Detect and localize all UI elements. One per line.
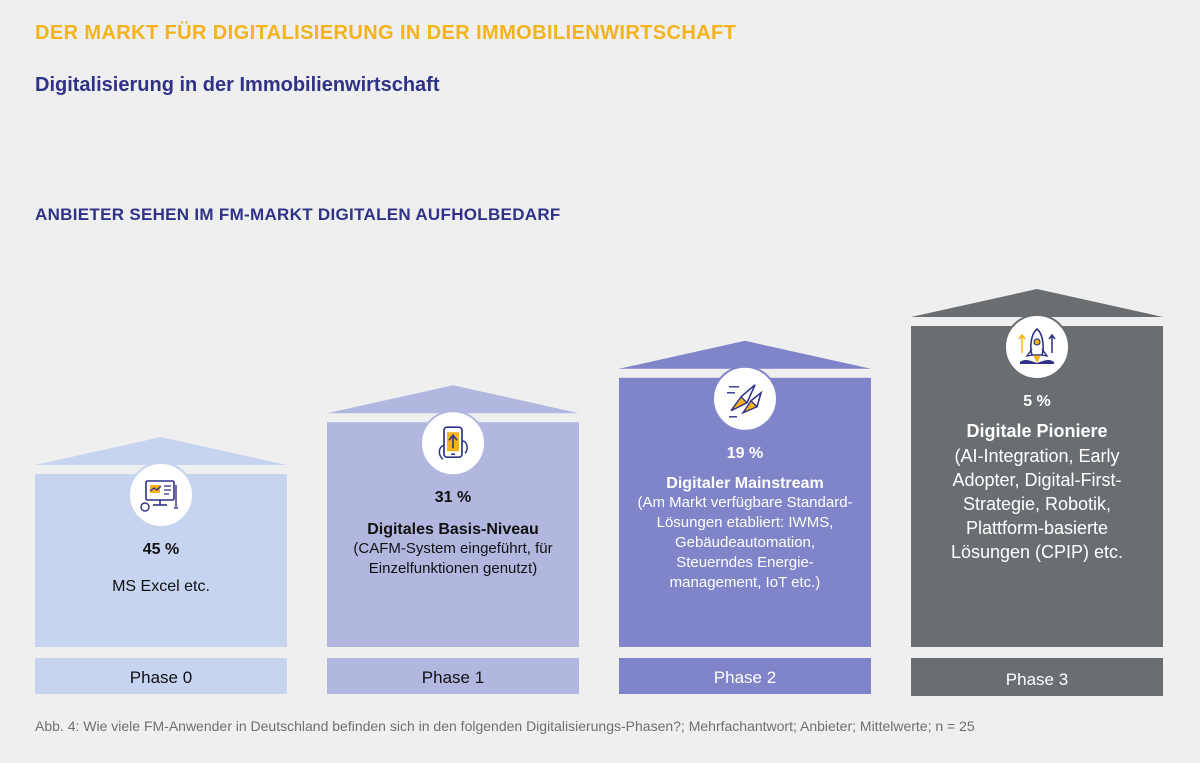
phase-text: 5 % Digitale Pioniere (AI-Integration, Ear… [919,393,1155,564]
house-bar [619,340,871,647]
house-bar [327,385,579,647]
phase-description: (AI-Integration, Early Adopter, Digital-… [950,446,1124,562]
phase-label: Phase 0 [129,668,193,687]
main-title: DER MARKT FÜR DIGITALISIERUNG IN DER IMM… [35,22,737,44]
house-bar [35,437,287,647]
phase-footer [619,658,871,694]
phase-text: 19 % Digitaler Mainstream (Am Markt verfüg… [627,445,863,593]
house-bar [911,289,1163,647]
figure-caption: Abb. 4: Wie viele FM-Anwender in Deutsch… [35,718,975,734]
phase-name: Digitales Basis-Niveau [367,521,539,539]
value-label: 31 % [434,489,472,507]
value-label: 45 % [142,541,180,558]
phase-description: MS Excel etc. [112,578,210,595]
phase-description: (CAFM-System eingeführt, für Einzelfunkt… [353,540,553,578]
phase-footer [327,658,579,694]
phase-label: Phase 2 [713,668,777,687]
phase-name: Digitaler Mainstream [666,474,824,492]
subtitle: Digitalisierung in der Immobilienwirtsch… [35,74,440,96]
icon-badge [712,365,778,432]
phase-label: Phase 1 [421,668,485,687]
phase-label: Phase 3 [1005,670,1069,689]
phase-name: Digitale Pioniere [966,421,1108,441]
value-label: 5 % [1023,393,1051,410]
phase-house [327,385,579,694]
value-label: 19 % [726,444,764,462]
phase-description: (Am Markt verfügbare Standard-Lösungen e… [637,493,853,591]
icon-badge [128,462,194,528]
phase-house [911,289,1163,696]
phase-footer [35,658,287,694]
phase-text: 45 % MS Excel etc. [43,541,279,597]
phase-text: 31 % Digitales Basis-Niveau (CAFM-System e… [335,489,571,579]
chart-title: ANBIETER SEHEN IM FM-MARKT DIGITALEN AUF… [35,205,561,224]
phase-footer [911,658,1163,696]
phase-house [35,437,287,694]
phase-house [619,340,871,694]
